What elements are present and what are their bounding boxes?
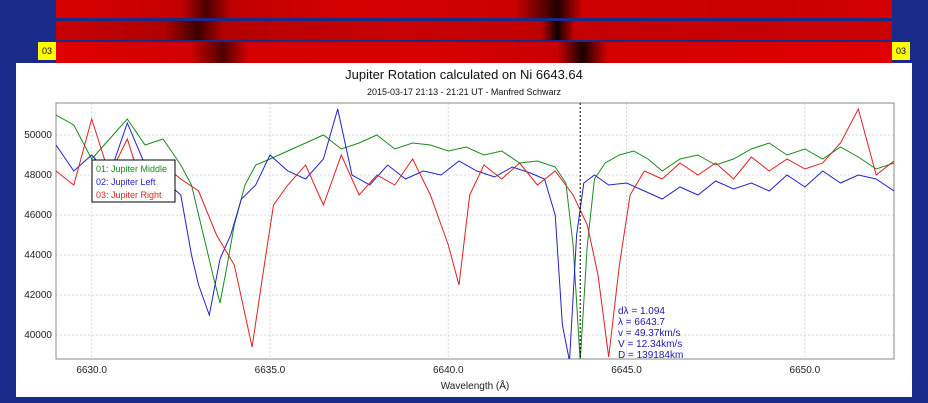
info-line: λ = 6643.7: [618, 317, 665, 328]
x-tick-label: 6630.0: [76, 365, 107, 376]
x-tick-label: 6645.0: [611, 365, 642, 376]
spectrum-strips: 03 03: [38, 0, 910, 63]
series-line-2: [56, 108, 894, 359]
x-tick-label: 6650.0: [790, 365, 821, 376]
info-line: V = 12.34km/s: [618, 339, 682, 350]
grid-lines: [56, 103, 894, 359]
y-tick-label: 40000: [24, 330, 52, 341]
y-tick-label: 46000: [24, 210, 52, 221]
y-tick-label: 42000: [24, 290, 52, 301]
legend-entry: 01: Jupiter Middle: [96, 164, 167, 174]
x-axis-label: Wavelength (Å): [441, 379, 510, 392]
y-tick-label: 44000: [24, 250, 52, 261]
plot-area: [55, 102, 895, 360]
y-tick-label: 50000: [24, 130, 52, 141]
tick-labels: 6630.0 6635.0 6640.0 6645.0 6650.0 40000 42000…: [24, 130, 820, 376]
info-line: D = 139184km: [618, 350, 683, 361]
spectrum-strip-3: [56, 42, 892, 63]
chart-svg: Jupiter Rotation calculated on Ni 6643.6…: [24, 67, 895, 392]
spectrum-strip-1: [56, 0, 892, 18]
legend: 01: Jupiter Middle 02: Jupiter Left 03: Ju…: [91, 159, 176, 203]
info-line: v = 49.37km/s: [618, 328, 681, 339]
series-line-3: [56, 107, 894, 358]
chart-title: Jupiter Rotation calculated on Ni 6643.6…: [345, 67, 583, 82]
info-line: dλ = 1.094: [618, 306, 665, 317]
series-layer: [56, 107, 894, 359]
spectrum-label-right: 03: [892, 42, 910, 60]
series-line-1: [56, 114, 894, 359]
x-tick-label: 6640.0: [433, 365, 464, 376]
x-tick-label: 6635.0: [255, 365, 286, 376]
spectrum-label-left: 03: [38, 42, 56, 60]
legend-entry: 03: Jupiter Right: [96, 190, 162, 200]
y-tick-label: 48000: [24, 170, 52, 181]
legend-entry: 02: Jupiter Left: [96, 177, 156, 187]
spectrum-strip-svg: [56, 0, 892, 63]
chart-panel: Jupiter Rotation calculated on Ni 6643.6…: [16, 63, 912, 397]
legend-box: [91, 159, 176, 203]
spectrum-strip-2: [56, 21, 892, 40]
chart-subtitle: 2015-03-17 21:13 - 21:21 UT - Manfred Sc…: [367, 87, 561, 97]
